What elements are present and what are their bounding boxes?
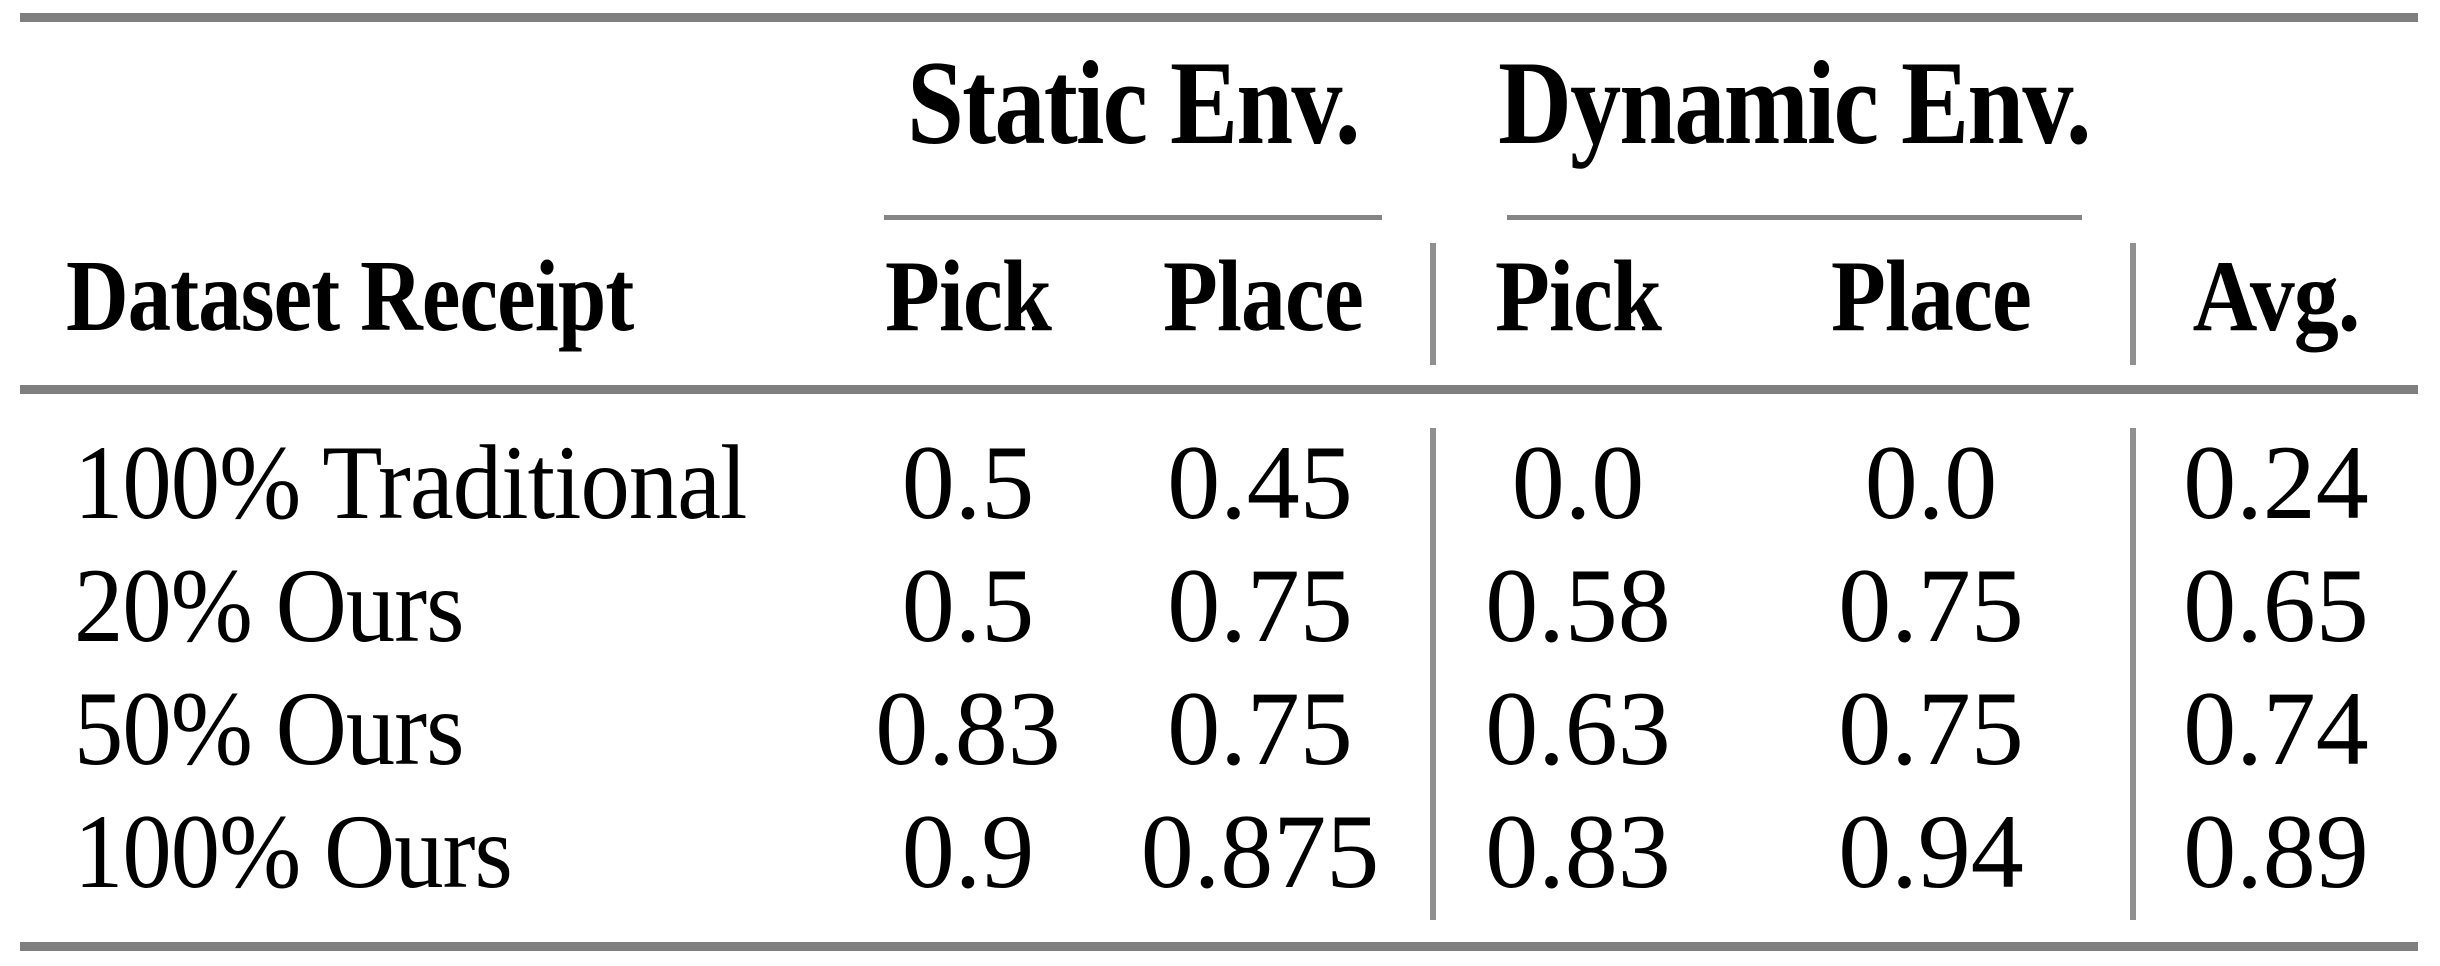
cell-dynamic-pick: 0.58 bbox=[1485, 547, 1671, 664]
column-header-static-pick: Pick bbox=[884, 240, 1052, 353]
column-header-avg: Avg. bbox=[2192, 240, 2361, 353]
cell-dynamic-place: 0.75 bbox=[1838, 547, 2024, 664]
cell-dynamic-place: 0.75 bbox=[1838, 670, 2024, 787]
column-header-dataset-receipt: Dataset Receipt bbox=[66, 240, 634, 353]
cell-static-pick: 0.9 bbox=[901, 793, 1035, 910]
cell-static-pick: 0.83 bbox=[875, 670, 1061, 787]
cell-static-pick: 0.5 bbox=[901, 547, 1035, 664]
top-rule bbox=[20, 13, 2418, 22]
vertical-separator-1-body bbox=[1430, 428, 1436, 920]
row-label: 100% Traditional bbox=[74, 424, 747, 541]
cell-static-pick: 0.5 bbox=[901, 424, 1035, 541]
cell-dynamic-pick: 0.83 bbox=[1485, 793, 1671, 910]
column-header-static-place: Place bbox=[1163, 240, 1364, 353]
group-header-static-env: Static Env. bbox=[907, 36, 1360, 169]
cmidrule-static bbox=[884, 215, 1382, 220]
cell-avg: 0.89 bbox=[2183, 793, 2369, 910]
vertical-separator-1-header bbox=[1430, 243, 1436, 365]
mid-rule bbox=[20, 385, 2418, 394]
cell-dynamic-place: 0.94 bbox=[1838, 793, 2024, 910]
cell-static-place: 0.75 bbox=[1167, 547, 1353, 664]
cell-avg: 0.24 bbox=[2183, 424, 2369, 541]
cell-static-place: 0.45 bbox=[1167, 424, 1353, 541]
column-header-dynamic-place: Place bbox=[1831, 240, 2032, 353]
row-label: 100% Ours bbox=[74, 793, 513, 910]
cell-dynamic-pick: 0.0 bbox=[1511, 424, 1645, 541]
group-header-dynamic-env: Dynamic Env. bbox=[1498, 36, 2091, 169]
cmidrule-dynamic bbox=[1507, 215, 2082, 220]
bottom-rule bbox=[20, 942, 2418, 951]
cell-dynamic-pick: 0.63 bbox=[1485, 670, 1671, 787]
vertical-separator-2-body bbox=[2130, 428, 2136, 920]
cell-avg: 0.74 bbox=[2183, 670, 2369, 787]
vertical-separator-2-header bbox=[2130, 243, 2136, 365]
cell-avg: 0.65 bbox=[2183, 547, 2369, 664]
row-label: 50% Ours bbox=[74, 670, 465, 787]
cell-static-place: 0.875 bbox=[1140, 793, 1380, 910]
cell-dynamic-place: 0.0 bbox=[1864, 424, 1998, 541]
column-header-dynamic-pick: Pick bbox=[1494, 240, 1662, 353]
row-label: 20% Ours bbox=[74, 547, 465, 664]
cell-static-place: 0.75 bbox=[1167, 670, 1353, 787]
